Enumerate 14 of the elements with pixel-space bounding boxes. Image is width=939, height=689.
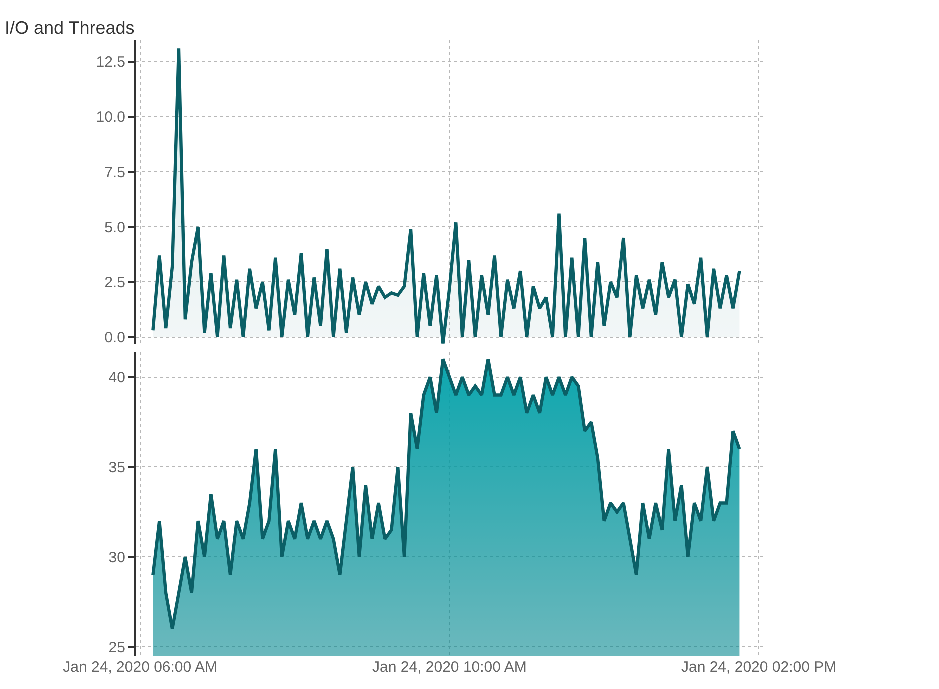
chart-title: I/O and Threads [5, 18, 135, 38]
y-tick-label: 12.5 [96, 54, 126, 72]
y-tick-label: 40 [108, 370, 126, 387]
x-tick-label: Jan 24, 2020 06:00 AM [63, 659, 218, 676]
y-tick-label: 5.0 [104, 219, 126, 236]
y-tick-label: 35 [108, 459, 126, 476]
y-tick-label: 25 [108, 639, 126, 656]
y-tick-label: 10.0 [96, 109, 126, 126]
x-tick-label: Jan 24, 2020 02:00 PM [681, 659, 837, 676]
y-tick-label: 2.5 [104, 274, 126, 292]
y-tick-label: 0.0 [104, 330, 126, 347]
y-tick-label: 7.5 [104, 164, 126, 182]
y-tick-label: 30 [108, 549, 126, 566]
x-tick-label: Jan 24, 2020 10:00 AM [372, 659, 527, 676]
